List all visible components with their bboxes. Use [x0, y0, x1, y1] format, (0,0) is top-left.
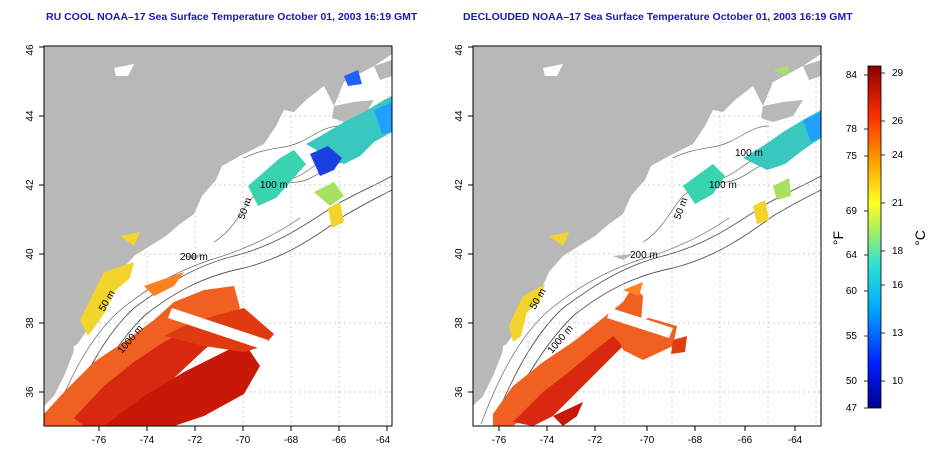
- map1-contour-label: 100 m: [260, 180, 288, 191]
- map2-xtick: -74: [540, 435, 555, 446]
- map1-ytick: 38: [25, 317, 36, 329]
- map1-ytick: 46: [25, 44, 36, 56]
- map1-xtick: -76: [92, 435, 107, 446]
- map2-contour-label: 200 m: [630, 250, 658, 261]
- map2-ytick: 40: [454, 248, 465, 260]
- map1-ytick: 36: [25, 386, 36, 398]
- map2-xtick: -66: [738, 435, 753, 446]
- colorbar-celsius-label: °C: [912, 230, 928, 246]
- colorbar-f-tick: 47: [846, 403, 858, 414]
- map2-xtick: -72: [588, 435, 603, 446]
- colorbar-c-tick: 21: [892, 198, 904, 209]
- map2-ytick: 36: [454, 386, 465, 398]
- map2-ytick: 38: [454, 317, 465, 329]
- colorbar-f-tick: 60: [846, 286, 858, 297]
- map1-ytick: 44: [25, 110, 36, 122]
- colorbar-f-tick: 64: [846, 250, 858, 261]
- map1-ytick: 42: [25, 179, 36, 191]
- map2-title: DECLOUDED NOAA–17 Sea Surface Temperatur…: [463, 11, 853, 23]
- map2-xtick: -64: [788, 435, 803, 446]
- map1-xtick: -68: [284, 435, 299, 446]
- colorbar-c-tick: 29: [892, 68, 904, 79]
- map1-contour-label: 200 m: [180, 252, 208, 263]
- colorbar-c-tick: 18: [892, 246, 904, 257]
- colorbar-c-tick: 26: [892, 116, 904, 127]
- map2-contour-label: 100 m: [709, 180, 737, 191]
- colorbar-c-tick: 16: [892, 280, 904, 291]
- colorbar: 84 78 75 69 64 60 55 50 47 29 26 24 21 1…: [830, 65, 928, 414]
- colorbar-f-tick: 84: [846, 70, 858, 81]
- map1-xtick: -74: [140, 435, 155, 446]
- colorbar-gradient: [867, 65, 882, 409]
- map2-xtick: -76: [492, 435, 507, 446]
- colorbar-f-tick: 55: [846, 331, 858, 342]
- colorbar-f-tick: 69: [846, 206, 858, 217]
- colorbar-c-tick: 24: [892, 150, 904, 161]
- colorbar-f-tick: 75: [846, 151, 858, 162]
- map1-xtick: -70: [236, 435, 251, 446]
- colorbar-f-tick: 50: [846, 376, 858, 387]
- colorbar-c-tick: 13: [892, 328, 904, 339]
- map2-panel: 100 m 100 m 200 m 50 m 50 m 1000 m -76 -…: [454, 44, 822, 446]
- colorbar-f-tick: 78: [846, 124, 858, 135]
- map2-ytick: 44: [454, 110, 465, 122]
- map2-ytick: 42: [454, 179, 465, 191]
- colorbar-c-tick: 10: [892, 376, 904, 387]
- colorbar-fahrenheit-label: °F: [830, 231, 846, 245]
- map1-title: RU COOL NOAA–17 Sea Surface Temperature …: [46, 11, 418, 23]
- map1-xtick: -72: [188, 435, 203, 446]
- map1-xtick: -64: [376, 435, 391, 446]
- map1-panel: 100 m 200 m 50 m 50 m 1000 m -76 -74 -72…: [25, 44, 393, 446]
- map2-ytick: 46: [454, 44, 465, 56]
- map2-xtick: -68: [688, 435, 703, 446]
- map2-contour-label: 100 m: [735, 148, 763, 159]
- map1-ytick: 40: [25, 248, 36, 260]
- map2-xtick: -70: [640, 435, 655, 446]
- map1-xtick: -66: [332, 435, 347, 446]
